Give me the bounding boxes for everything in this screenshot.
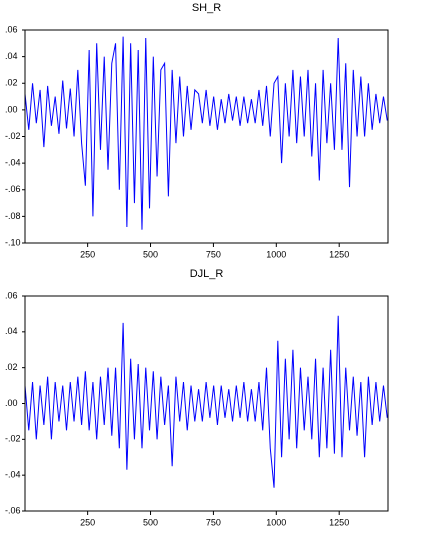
x-tick-label: 750 — [206, 517, 221, 527]
y-tick-label: -.02 — [5, 434, 21, 444]
x-tick-label: 1250 — [329, 249, 349, 259]
y-tick-label: -.08 — [5, 211, 21, 221]
x-tick-label: 1000 — [266, 517, 286, 527]
y-tick-label: -.06 — [5, 184, 21, 194]
x-tick-label: 750 — [206, 249, 221, 259]
plot-frame — [24, 295, 389, 512]
y-tick-label: -.02 — [5, 131, 21, 141]
y-tick-label: .04 — [5, 51, 18, 61]
x-tick-label: 250 — [80, 249, 95, 259]
y-tick-label: .02 — [5, 78, 18, 88]
x-tick-label: 500 — [143, 249, 158, 259]
x-tick-label: 250 — [80, 517, 95, 527]
plot-frame — [24, 29, 389, 244]
y-tick-label: -.04 — [5, 158, 21, 168]
y-tick-label: -.10 — [5, 237, 21, 247]
y-tick-label: .00 — [5, 398, 18, 408]
x-tick-label: 1000 — [266, 249, 286, 259]
x-tick-label: 500 — [143, 517, 158, 527]
y-tick-label: -.06 — [5, 505, 21, 515]
y-tick-label: .00 — [5, 104, 18, 114]
chart-title: SH_R — [192, 2, 221, 14]
y-tick-label: .04 — [5, 326, 18, 336]
y-tick-label: -.04 — [5, 470, 21, 480]
series-line — [24, 315, 388, 488]
series-line — [24, 36, 388, 230]
y-tick-label: .06 — [5, 290, 18, 300]
y-tick-label: .06 — [5, 24, 18, 34]
chart-title: DJL_R — [190, 268, 224, 280]
y-tick-label: .02 — [5, 362, 18, 372]
x-tick-label: 1250 — [329, 517, 349, 527]
